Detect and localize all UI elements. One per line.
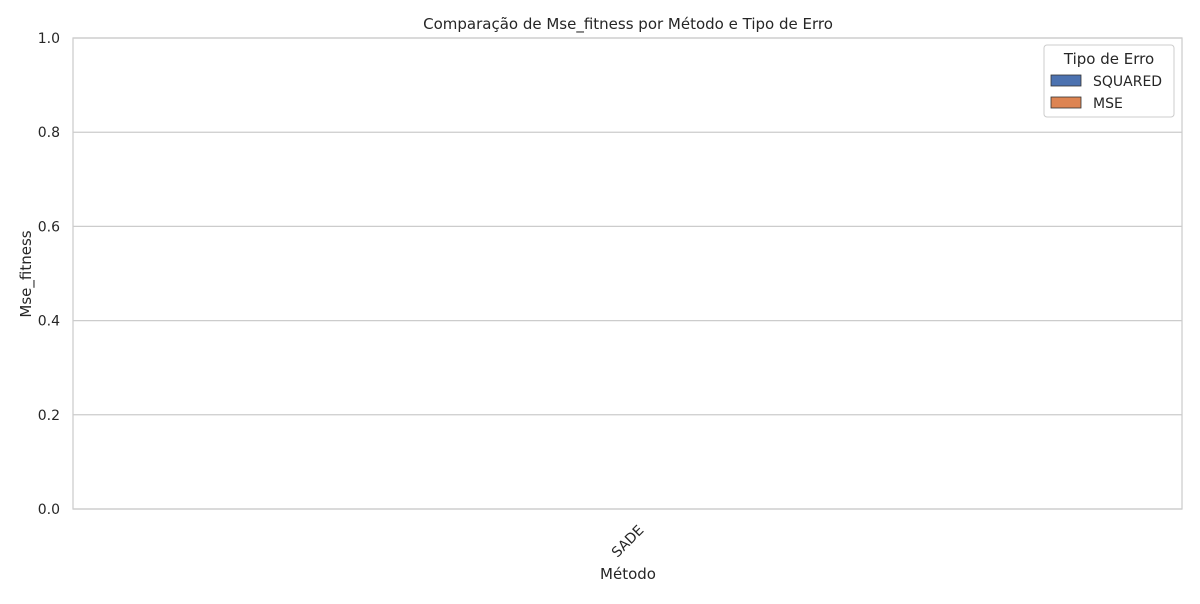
chart-title: Comparação de Mse_fitness por Método e T… xyxy=(423,15,833,34)
y-tick-label: 0.4 xyxy=(38,314,60,330)
plot-frame xyxy=(72,37,1183,510)
y-axis-label: Mse_fitness xyxy=(17,230,36,317)
y-tick-labels: 0.0 0.2 0.4 0.6 0.8 1.0 xyxy=(38,31,60,518)
legend-title: Tipo de Erro xyxy=(1063,50,1154,68)
legend-swatch-squared xyxy=(1050,74,1082,87)
y-tick-label: 0.0 xyxy=(38,502,60,518)
y-tick-label: 0.8 xyxy=(38,125,60,141)
legend-label-mse: MSE xyxy=(1093,96,1123,112)
legend: Tipo de Erro SQUARED MSE xyxy=(1043,44,1175,118)
legend-label-squared: SQUARED xyxy=(1093,74,1162,90)
y-tick-label: 0.6 xyxy=(38,219,60,235)
legend-swatch-mse xyxy=(1050,96,1082,109)
y-tick-label: 0.2 xyxy=(38,408,60,424)
x-axis-label: Método xyxy=(600,565,656,583)
y-tick-label: 1.0 xyxy=(38,31,60,47)
